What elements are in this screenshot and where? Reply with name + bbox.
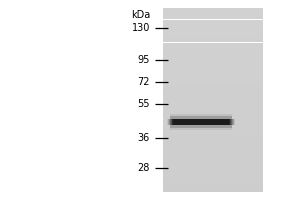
Bar xyxy=(163,134,263,137)
Text: 130: 130 xyxy=(132,23,150,33)
Bar xyxy=(163,148,263,151)
Bar xyxy=(163,54,263,56)
Bar xyxy=(163,164,263,167)
Bar xyxy=(163,162,263,164)
Bar xyxy=(163,176,263,178)
Bar xyxy=(163,171,263,174)
Bar xyxy=(163,102,263,105)
Bar xyxy=(163,20,263,22)
Bar xyxy=(163,158,263,160)
Bar xyxy=(163,141,263,144)
Text: 28: 28 xyxy=(138,163,150,173)
Bar xyxy=(163,146,263,148)
Bar xyxy=(163,66,263,68)
Bar xyxy=(163,183,263,185)
Bar xyxy=(163,151,263,153)
Bar xyxy=(163,47,263,49)
Bar xyxy=(163,144,263,146)
Bar xyxy=(163,180,263,183)
Bar xyxy=(163,26,263,29)
Bar xyxy=(163,169,263,171)
Bar xyxy=(163,155,263,158)
Text: 95: 95 xyxy=(138,55,150,65)
Bar xyxy=(163,114,263,116)
Bar xyxy=(163,98,263,100)
Bar xyxy=(163,36,263,38)
Bar xyxy=(163,45,263,47)
Bar xyxy=(163,86,263,88)
Bar xyxy=(163,84,263,86)
Bar xyxy=(163,52,263,54)
Bar xyxy=(163,82,263,84)
Bar xyxy=(163,56,263,59)
Bar xyxy=(170,125,232,130)
Bar xyxy=(163,174,263,176)
Bar xyxy=(163,24,263,26)
Bar xyxy=(163,61,263,63)
Bar xyxy=(163,40,263,43)
Bar xyxy=(163,75,263,77)
Bar xyxy=(163,107,263,109)
Bar xyxy=(163,13,263,15)
Bar xyxy=(170,116,232,119)
Bar xyxy=(163,91,263,93)
Bar xyxy=(163,33,263,36)
Bar xyxy=(163,121,263,123)
Bar xyxy=(163,100,263,102)
Bar xyxy=(163,139,263,141)
Bar xyxy=(163,125,263,128)
Bar xyxy=(163,153,263,155)
Bar xyxy=(163,128,263,130)
Bar xyxy=(163,29,263,31)
Text: 55: 55 xyxy=(137,99,150,109)
Bar xyxy=(163,190,263,192)
Bar xyxy=(163,93,263,95)
Bar xyxy=(163,31,263,33)
Bar xyxy=(163,178,263,181)
Bar xyxy=(163,38,263,40)
Bar xyxy=(163,105,263,107)
Bar xyxy=(163,95,263,98)
Bar xyxy=(163,68,263,70)
Bar xyxy=(170,125,232,128)
Bar xyxy=(163,15,263,17)
Bar xyxy=(163,77,263,79)
Bar xyxy=(163,72,263,75)
Text: kDa: kDa xyxy=(131,10,150,20)
Bar xyxy=(163,167,263,169)
Bar xyxy=(163,123,263,125)
Bar xyxy=(163,130,263,132)
Text: 36: 36 xyxy=(138,133,150,143)
Bar xyxy=(163,70,263,72)
Bar xyxy=(163,63,263,66)
Bar xyxy=(163,187,263,190)
Bar xyxy=(170,114,232,119)
Bar xyxy=(163,109,263,112)
Bar xyxy=(163,112,263,114)
Bar xyxy=(163,88,263,91)
Bar xyxy=(163,17,263,20)
Bar xyxy=(163,116,263,118)
Bar xyxy=(163,10,263,13)
Bar xyxy=(163,22,263,24)
Bar xyxy=(163,185,263,187)
Bar xyxy=(163,137,263,139)
Bar xyxy=(163,132,263,134)
Bar xyxy=(163,59,263,61)
Bar xyxy=(163,8,263,10)
Text: 72: 72 xyxy=(137,77,150,87)
Bar xyxy=(163,43,263,45)
Bar xyxy=(163,49,263,52)
Bar xyxy=(163,79,263,82)
Bar xyxy=(163,160,263,162)
Bar xyxy=(163,118,263,121)
